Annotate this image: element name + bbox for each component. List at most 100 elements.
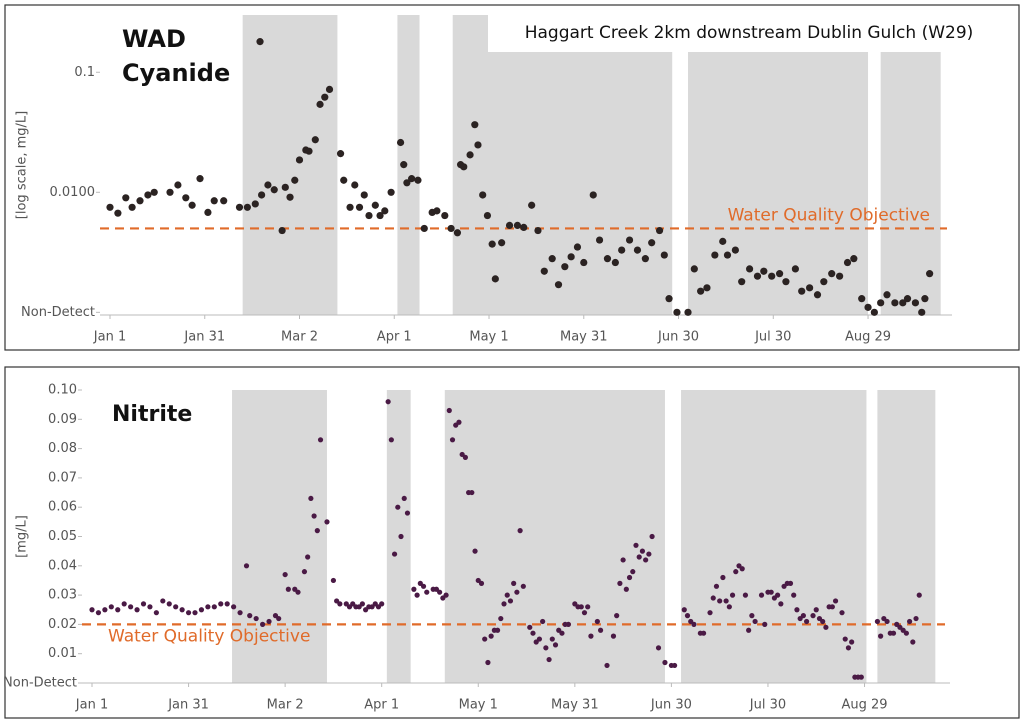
data-point [285, 586, 291, 592]
y-tick-label: 0.0100 [50, 185, 96, 200]
data-point [842, 636, 848, 642]
data-point [446, 407, 452, 414]
data-point [437, 589, 443, 595]
data-point [878, 633, 884, 639]
data-point [823, 624, 829, 630]
objective-label: Water Quality Objective [728, 205, 930, 225]
data-point [316, 100, 324, 108]
x-tick-label: May 1 [459, 698, 498, 713]
data-point [913, 615, 919, 622]
data-point [488, 633, 494, 639]
data-point [877, 299, 885, 307]
data-point [128, 604, 134, 610]
data-point [643, 557, 649, 563]
data-point [408, 175, 416, 183]
data-point [260, 621, 266, 628]
x-tick-label: May 1 [469, 330, 508, 345]
data-point [625, 236, 634, 244]
data-point [739, 566, 745, 572]
data-point [884, 618, 890, 625]
data-point [115, 607, 121, 613]
data-point [864, 303, 872, 311]
y-tick-label: 0.05 [48, 529, 77, 544]
data-point [460, 163, 468, 171]
data-point [108, 604, 114, 610]
data-point [166, 188, 174, 196]
data-point [918, 308, 926, 316]
data-point [829, 604, 835, 610]
data-point [89, 607, 95, 613]
data-point [474, 141, 482, 149]
data-point [185, 610, 192, 616]
data-point [580, 258, 588, 267]
panel-frame [4, 4, 1020, 351]
data-point [478, 580, 485, 586]
data-point [883, 291, 891, 299]
data-point [729, 592, 736, 598]
data-point [128, 203, 136, 211]
data-point [578, 604, 584, 610]
y-tick-label: 0.10 [48, 383, 77, 398]
data-point [768, 272, 776, 280]
data-point [630, 569, 636, 575]
data-point [258, 191, 266, 199]
data-point [295, 156, 304, 164]
data-point [485, 659, 491, 666]
data-point [546, 656, 552, 663]
shaded-period [444, 390, 665, 683]
data-point [794, 607, 800, 613]
data-point [359, 601, 365, 607]
data-point [530, 630, 536, 636]
data-point [449, 437, 456, 443]
data-point [791, 265, 799, 273]
data-point [820, 278, 828, 286]
y-tick-label: 0.02 [48, 617, 77, 632]
data-point [237, 610, 243, 616]
data-point [420, 224, 428, 233]
data-point [850, 255, 858, 263]
data-point [243, 563, 250, 569]
shaded-period [452, 15, 673, 315]
data-point [324, 519, 330, 525]
data-point [660, 251, 668, 259]
data-point [559, 630, 565, 636]
data-point [466, 151, 474, 159]
data-point [903, 295, 912, 303]
data-point [174, 181, 182, 189]
y-tick-label: 0.03 [48, 588, 77, 603]
data-point [453, 229, 462, 237]
data-point [371, 201, 379, 209]
data-point [723, 251, 732, 259]
data-point [235, 203, 244, 211]
panel-frame [4, 366, 1020, 719]
data-point [396, 138, 405, 147]
data-point [832, 598, 839, 604]
data-point [738, 278, 746, 286]
shaded-period [232, 390, 327, 683]
data-point [588, 633, 594, 639]
data-point [800, 613, 806, 619]
data-point [527, 624, 533, 630]
data-point [391, 551, 398, 557]
data-point [517, 528, 523, 534]
data-point [813, 607, 819, 613]
data-point [379, 601, 385, 607]
data-point [648, 239, 656, 247]
data-point [441, 211, 449, 220]
data-point [398, 533, 404, 540]
data-point [337, 601, 343, 607]
data-point [690, 265, 698, 273]
objective-label: Water Quality Objective [108, 626, 310, 646]
data-point [742, 592, 749, 598]
data-point [340, 176, 348, 184]
data-point [903, 630, 909, 636]
data-point [916, 592, 922, 598]
data-point [266, 618, 272, 625]
data-point [144, 191, 152, 199]
data-point [662, 659, 668, 666]
data-point [173, 604, 179, 610]
data-point [684, 308, 692, 316]
shaded-period [880, 15, 941, 315]
